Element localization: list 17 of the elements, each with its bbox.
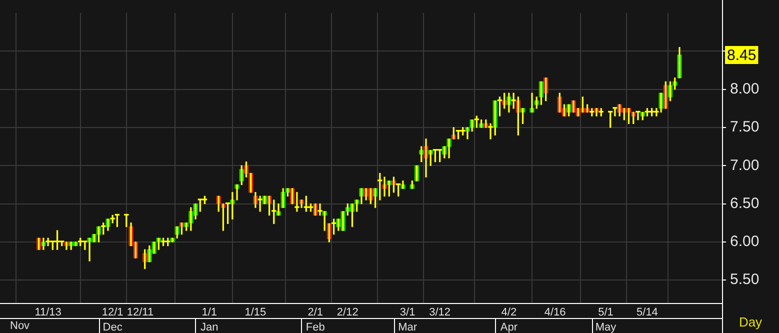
x-tick-label: 5/14 — [636, 306, 658, 319]
x-tick-label: 11/13 — [34, 306, 62, 319]
x-tick-label: 4/16 — [544, 306, 566, 319]
x-tick-label: 12/11 — [126, 306, 154, 319]
candlestick — [36, 238, 42, 250]
y-tick-label: 5.50 — [730, 271, 760, 288]
text: 8.45 — [727, 47, 756, 64]
y-tick-label: 7.50 — [730, 118, 760, 136]
y-tick-label: 8.00 — [730, 80, 760, 98]
x-tick-label: 2/12 — [336, 306, 358, 319]
x-tick-label: 1/15 — [244, 306, 266, 319]
x-axis-title: Day — [738, 314, 763, 330]
y-tick-label: 6.00 — [730, 233, 760, 250]
candlestick — [73, 242, 78, 246]
x-tick-label: 3/12 — [429, 306, 451, 319]
y-tick-label: 6.50 — [730, 194, 760, 212]
y-tick-label: 7.00 — [730, 156, 760, 174]
